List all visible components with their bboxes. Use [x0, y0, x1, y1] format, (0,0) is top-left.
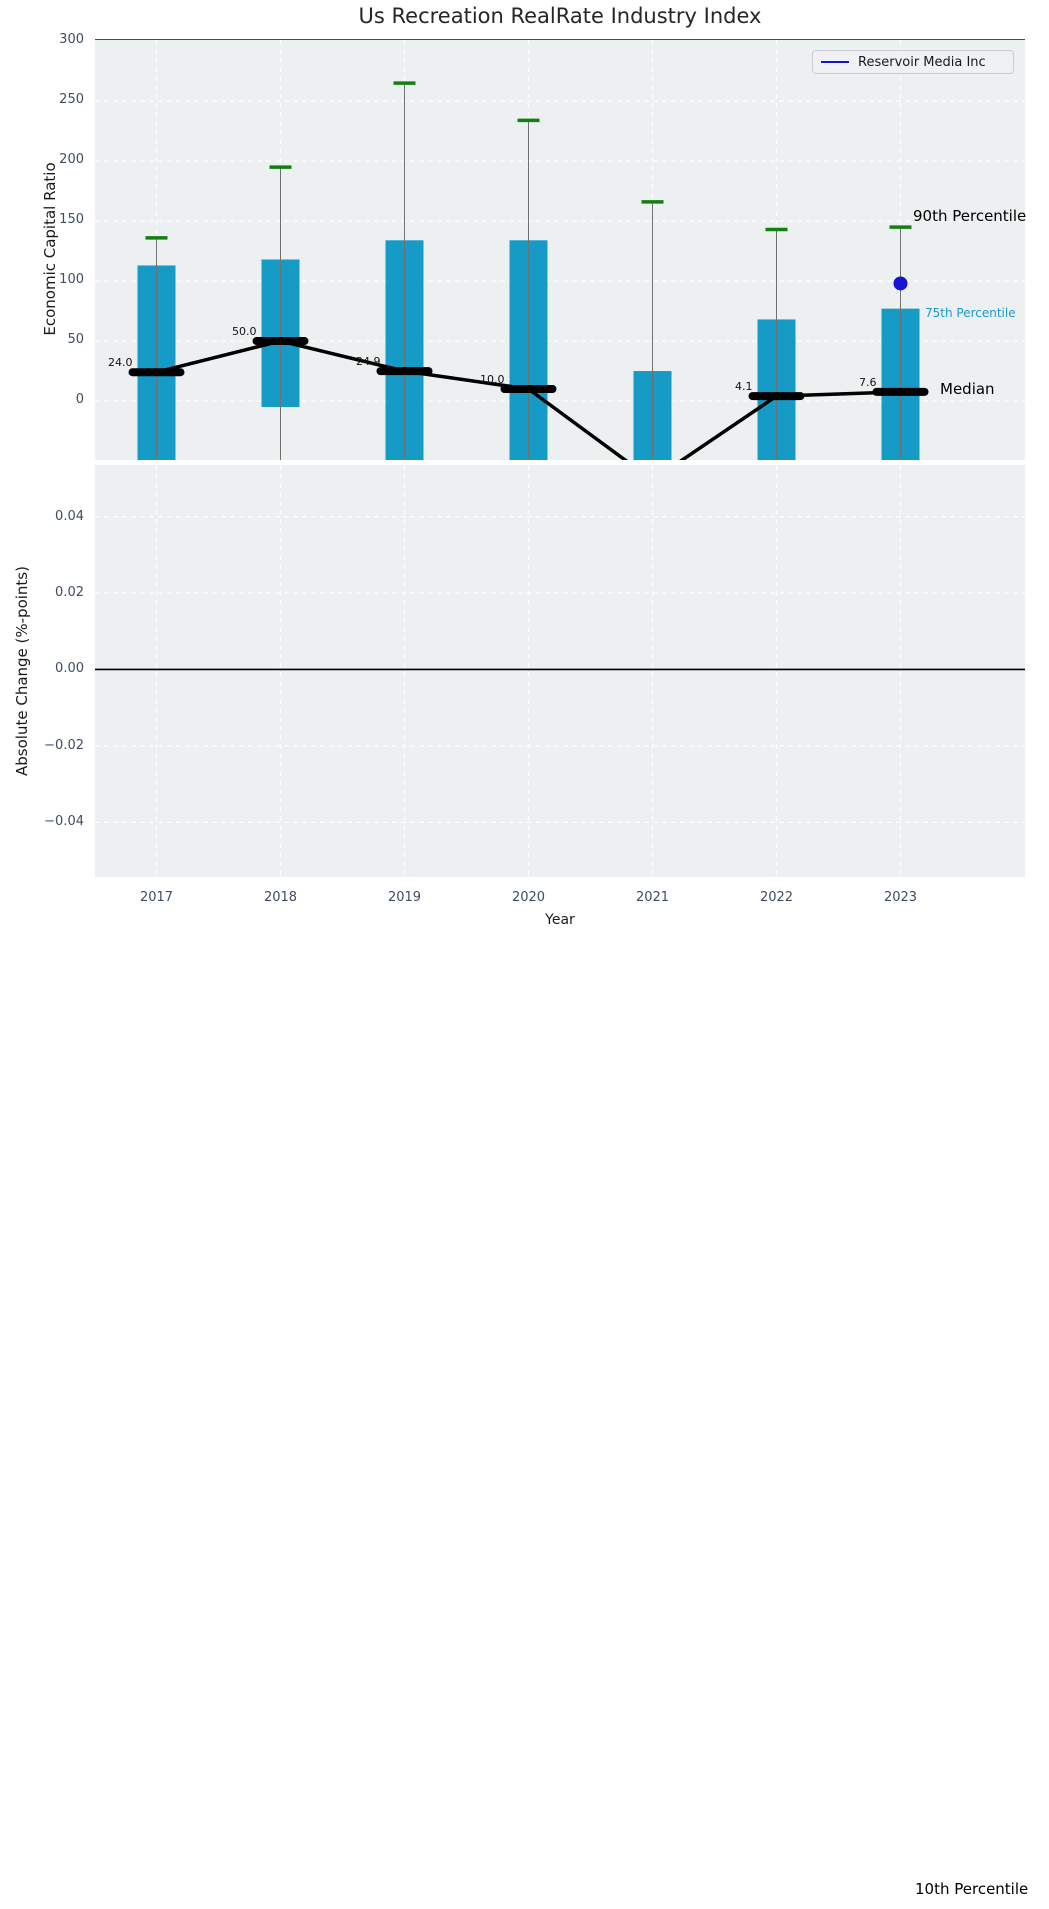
- top-y-tick-label: 100: [59, 272, 84, 288]
- top-y-axis-label: Economic Capital Ratio: [41, 162, 59, 336]
- median-marker: [128, 368, 185, 377]
- median-value-label: 4.1: [735, 380, 753, 393]
- median-marker: [500, 385, 557, 394]
- top-y-tick-label: 50: [67, 332, 84, 348]
- x-tick-label: 2022: [759, 890, 794, 905]
- top-y-tick-label: 0: [75, 391, 84, 407]
- annotation-90th-percentile: 90th Percentile: [913, 207, 1027, 225]
- x-tick-label: 2020: [511, 890, 546, 905]
- legend-label: Reservoir Media Inc: [858, 54, 986, 70]
- bottom-y-tick-label: 0.04: [55, 508, 84, 524]
- x-tick-label: 2021: [635, 890, 670, 905]
- bottom-y-tick-label: −0.02: [44, 737, 84, 753]
- x-tick-label: 2018: [263, 890, 298, 905]
- median-value-label: 10.0: [480, 373, 505, 386]
- median-value-label: 24.9: [356, 355, 381, 368]
- top-y-tick-label: 200: [59, 152, 84, 168]
- x-tick-label: 2017: [139, 890, 174, 905]
- median-marker: [252, 337, 309, 346]
- median-value-label: 7.6: [859, 376, 877, 389]
- annotation-10th-percentile: 10th Percentile: [915, 1880, 1029, 1898]
- annotation-median: Median: [940, 380, 995, 398]
- median-marker: [376, 367, 433, 376]
- top-y-tick-label: 300: [59, 32, 84, 48]
- bottom-plot-area: [95, 465, 1025, 877]
- bottom-plot-svg: [95, 465, 1025, 877]
- bottom-y-tick-label: 0.02: [55, 585, 84, 601]
- top-plot-area: 24.0 50.0 24.9 10.0 4.1 7.6 Reservoir Media I…: [95, 39, 1025, 460]
- legend-line-sample-icon: [821, 61, 849, 63]
- median-value-label: 50.0: [232, 325, 257, 338]
- median-marker: [872, 387, 929, 396]
- top-y-tick-label: 150: [59, 212, 84, 228]
- bottom-y-tick-label: 0.00: [55, 661, 84, 677]
- chart-title: Us Recreation RealRate Industry Index: [358, 4, 762, 28]
- top-y-tick-label: 250: [59, 92, 84, 108]
- annotation-75th-percentile: 75th Percentile: [925, 306, 1016, 320]
- x-tick-label: 2023: [883, 890, 918, 905]
- x-axis-label: Year: [545, 912, 575, 928]
- median-marker: [748, 392, 805, 401]
- x-tick-label: 2019: [387, 890, 422, 905]
- bottom-y-tick-label: −0.04: [44, 814, 84, 830]
- legend-box: Reservoir Media Inc: [812, 50, 1014, 74]
- median-value-label: 24.0: [108, 356, 133, 369]
- company-point: [893, 276, 908, 291]
- top-plot-svg: 24.0 50.0 24.9 10.0 4.1 7.6: [95, 40, 1025, 460]
